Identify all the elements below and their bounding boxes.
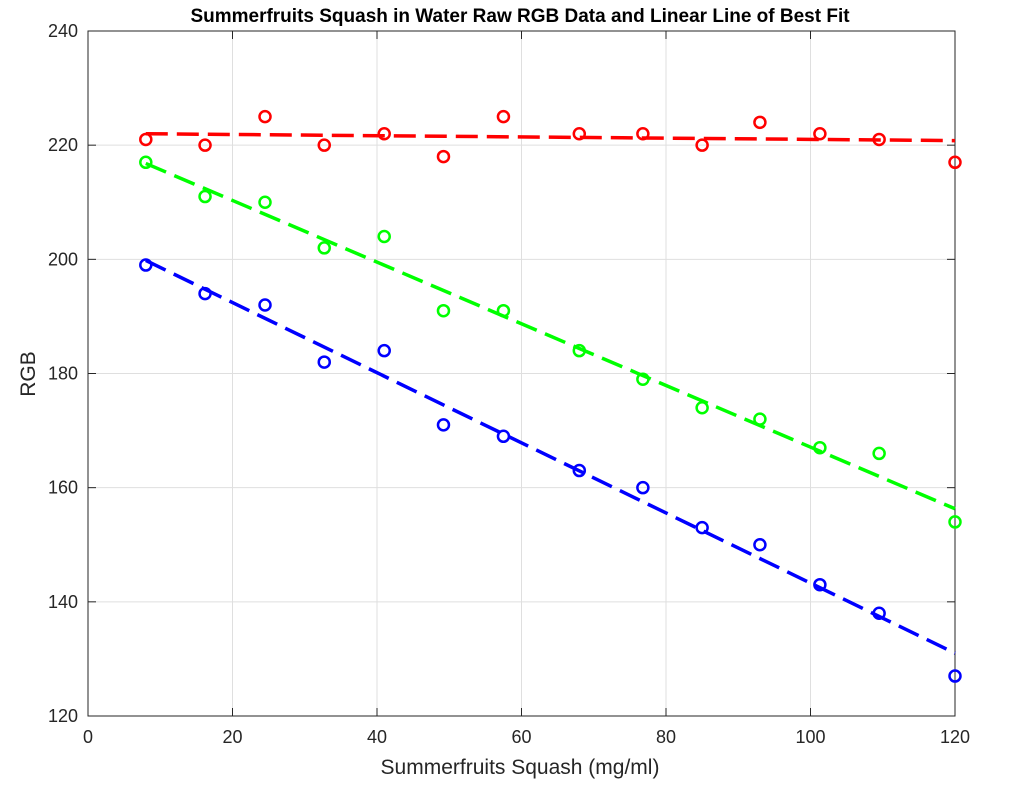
blue-data-point [377, 343, 391, 358]
green-data-point [258, 195, 272, 209]
red-data-point [258, 109, 272, 124]
red-data-point [636, 127, 650, 141]
x-tick-label: 60 [511, 727, 531, 747]
green-data-point [572, 343, 587, 358]
axis-ticks: 0 20 40 60 80 100 120 120 140 160 180 200 220 240 [48, 21, 970, 747]
green-data-point [436, 303, 451, 318]
blue-data-point [636, 480, 650, 495]
red-data-point [317, 138, 332, 152]
green-fit-line [145, 161, 956, 511]
blue-data-point [198, 286, 212, 301]
green-data-point [636, 372, 650, 386]
x-tick-label: 0 [83, 727, 93, 747]
x-axis-label: Summerfruits Squash (mg/ml) [381, 756, 660, 779]
green-data-point [198, 189, 212, 204]
red-data-point [813, 127, 827, 141]
red-data-point [139, 132, 153, 147]
series-green [139, 155, 962, 529]
y-tick-label: 240 [48, 21, 78, 41]
y-tick-label: 220 [48, 135, 78, 155]
blue-data-point [753, 538, 767, 552]
x-tick-label: 120 [940, 727, 970, 747]
x-tick-label: 40 [367, 727, 387, 747]
series-red [139, 109, 962, 170]
red-data-point [948, 155, 962, 170]
x-tick-label: 80 [656, 727, 676, 747]
x-tick-label: 100 [795, 727, 825, 747]
blue-data-point [436, 418, 451, 432]
blue-fit-line [145, 258, 956, 655]
green-data-point [948, 515, 962, 529]
red-data-point [872, 132, 886, 147]
y-tick-label: 140 [48, 592, 78, 612]
blue-data-point [872, 606, 886, 620]
blue-data-point [813, 577, 827, 592]
green-data-point [317, 241, 332, 255]
blue-data-point [139, 258, 153, 272]
green-data-point [695, 401, 709, 415]
blue-data-point [496, 429, 511, 444]
red-fit-line [145, 132, 956, 143]
blue-data-point [258, 298, 272, 312]
red-data-point [572, 127, 587, 141]
red-data-point [496, 109, 511, 124]
blue-data-point [572, 463, 587, 478]
green-data-point [496, 303, 511, 318]
y-tick-label: 160 [48, 478, 78, 498]
y-tick-label: 200 [48, 249, 78, 269]
y-axis-label: RGB [17, 351, 40, 397]
series-blue [139, 258, 962, 683]
chart-title: Summerfruits Squash in Water Raw RGB Dat… [190, 6, 850, 27]
blue-data-point [948, 669, 962, 683]
red-data-point [198, 138, 212, 152]
green-data-point [813, 440, 827, 455]
green-data-point [139, 155, 153, 170]
blue-data-point [695, 520, 709, 535]
green-data-point [753, 412, 767, 426]
red-data-point [436, 149, 451, 164]
x-tick-label: 20 [222, 727, 242, 747]
red-data-point [753, 115, 767, 130]
green-data-point [377, 229, 391, 244]
green-data-point [872, 446, 886, 461]
y-tick-label: 120 [48, 706, 78, 726]
red-data-point [377, 127, 391, 141]
blue-data-point [317, 355, 332, 369]
data-series [139, 109, 962, 683]
red-data-point [695, 138, 709, 152]
y-tick-label: 180 [48, 364, 78, 384]
